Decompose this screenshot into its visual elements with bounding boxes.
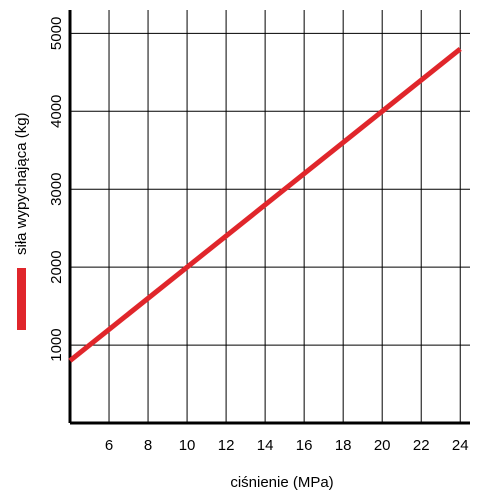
x-tick-label: 22 (413, 437, 430, 454)
x-tick-label: 12 (218, 437, 235, 454)
x-tick-label: 20 (374, 437, 391, 454)
legend-swatch (17, 268, 26, 330)
x-axis-label: ciśnienie (MPa) (230, 474, 333, 491)
x-tick-label: 14 (257, 437, 274, 454)
data-line (68, 47, 462, 363)
x-tick-label: 8 (144, 437, 152, 454)
y-tick-label: 5000 (48, 17, 65, 50)
y-tick-label: 3000 (48, 173, 65, 206)
legend-label: siła wypychająca (kg) (13, 112, 30, 255)
y-tick-label: 1000 (48, 328, 65, 361)
x-tick-label: 6 (105, 437, 113, 454)
x-tick-label: 24 (452, 437, 469, 454)
x-tick-label: 18 (335, 437, 352, 454)
x-tick-label: 10 (179, 437, 196, 454)
y-tick-label: 4000 (48, 95, 65, 128)
x-tick-label: 16 (296, 437, 313, 454)
y-tick-label: 2000 (48, 250, 65, 283)
